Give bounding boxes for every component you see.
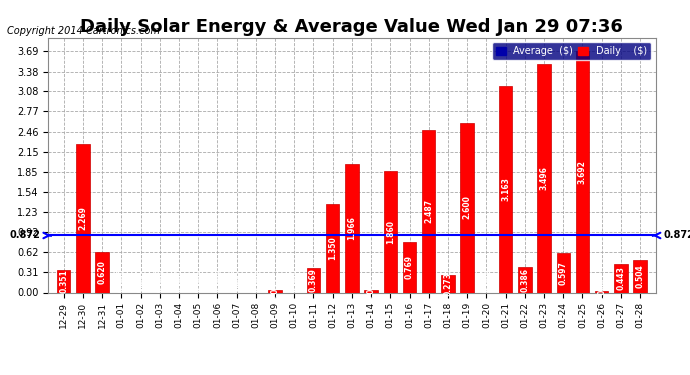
Bar — [364, 291, 378, 292]
Bar — [268, 290, 282, 292]
Text: 0.504: 0.504 — [635, 264, 644, 288]
Text: 2.600: 2.600 — [463, 196, 472, 219]
Text: 1.860: 1.860 — [386, 220, 395, 244]
Text: 0.369: 0.369 — [309, 268, 318, 292]
Text: 0.000: 0.000 — [251, 268, 260, 292]
Text: 0.000: 0.000 — [482, 268, 491, 292]
Text: 0.872: 0.872 — [663, 231, 690, 240]
Bar — [499, 86, 513, 292]
Text: 0.620: 0.620 — [97, 260, 106, 284]
Bar — [95, 252, 109, 292]
Text: 0.000: 0.000 — [117, 268, 126, 292]
Text: 0.351: 0.351 — [59, 269, 68, 293]
Text: 0.000: 0.000 — [175, 268, 184, 292]
Bar — [557, 254, 570, 292]
Text: 2.487: 2.487 — [424, 199, 433, 223]
Text: 0.597: 0.597 — [559, 261, 568, 285]
Text: 0.386: 0.386 — [520, 268, 529, 292]
Text: 3.163: 3.163 — [501, 177, 510, 201]
Text: 0.000: 0.000 — [136, 268, 145, 292]
Bar — [460, 123, 474, 292]
Text: 0.872: 0.872 — [10, 231, 41, 240]
Legend: Average  ($), Daily    ($): Average ($), Daily ($) — [492, 42, 651, 60]
Text: 0.000: 0.000 — [232, 268, 241, 292]
Text: 0.000: 0.000 — [290, 268, 299, 292]
Bar — [614, 264, 628, 292]
Bar — [633, 260, 647, 292]
Text: 0.017: 0.017 — [598, 278, 607, 302]
Bar — [595, 291, 609, 292]
Bar — [326, 204, 339, 292]
Text: 0.000: 0.000 — [213, 268, 222, 292]
Text: 0.031: 0.031 — [366, 277, 375, 301]
Bar — [575, 51, 589, 292]
Bar — [441, 274, 455, 292]
Bar — [307, 268, 320, 292]
Bar — [538, 64, 551, 292]
Text: 1.350: 1.350 — [328, 237, 337, 260]
Bar — [76, 144, 90, 292]
Text: 0.033: 0.033 — [270, 277, 279, 301]
Text: 3.692: 3.692 — [578, 160, 587, 184]
Text: 3.496: 3.496 — [540, 166, 549, 190]
Text: 1.966: 1.966 — [347, 216, 357, 240]
Text: Copyright 2014 Cartronics.com: Copyright 2014 Cartronics.com — [7, 26, 160, 36]
Bar — [345, 164, 359, 292]
Text: 0.443: 0.443 — [616, 266, 625, 290]
Bar — [403, 242, 416, 292]
Text: 0.000: 0.000 — [194, 268, 203, 292]
Bar — [384, 171, 397, 292]
Text: 0.000: 0.000 — [155, 268, 164, 292]
Bar — [518, 267, 531, 292]
Title: Daily Solar Energy & Average Value Wed Jan 29 07:36: Daily Solar Energy & Average Value Wed J… — [81, 18, 623, 36]
Text: 0.769: 0.769 — [405, 255, 414, 279]
Text: 0.273: 0.273 — [444, 272, 453, 296]
Text: 2.269: 2.269 — [79, 206, 88, 230]
Bar — [422, 130, 435, 292]
Bar — [57, 270, 70, 292]
